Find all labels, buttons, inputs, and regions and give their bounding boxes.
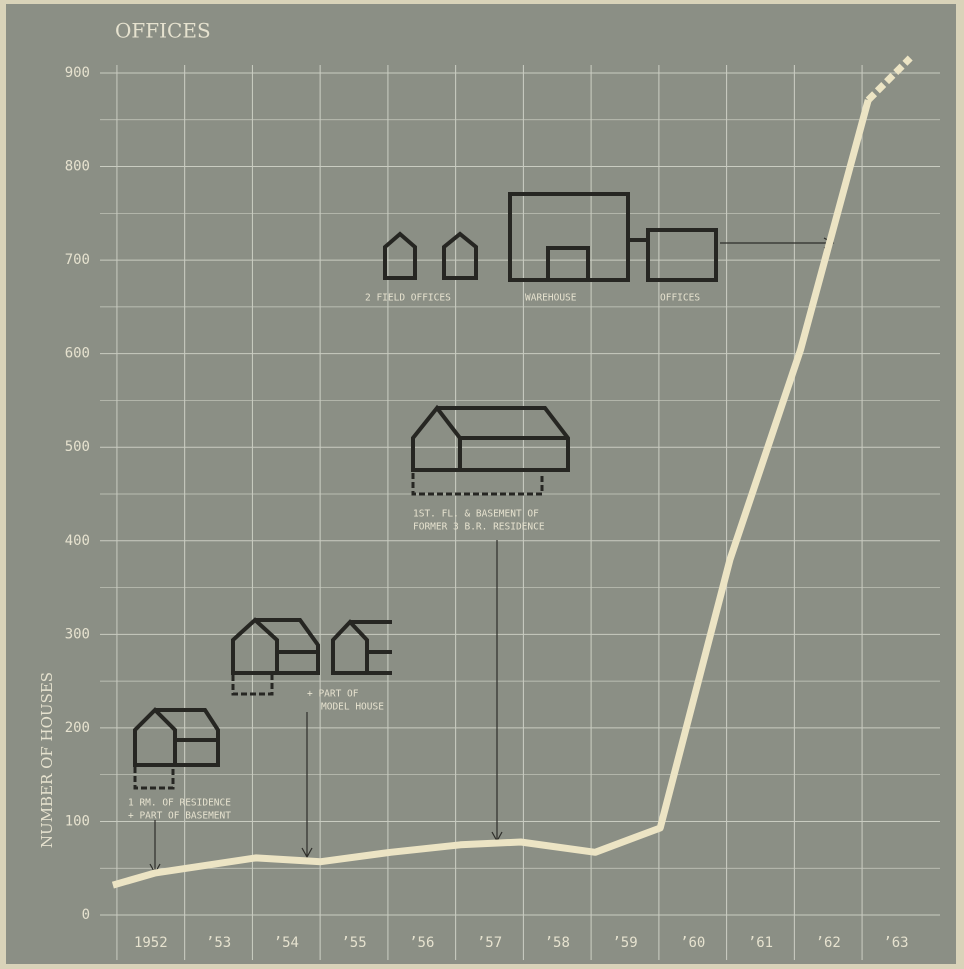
annotation: FORMER 3 B.R. RESIDENCE xyxy=(413,522,545,533)
arrow xyxy=(301,712,313,859)
office-icon xyxy=(646,228,718,282)
data-line xyxy=(865,55,913,103)
x-tick-label: ’57 xyxy=(477,935,502,951)
door-icon xyxy=(546,246,590,282)
x-tick-label: ’53 xyxy=(206,935,231,951)
y-tick-label: 800 xyxy=(65,159,90,175)
chart-background xyxy=(6,4,956,964)
annotation: 1ST. FL. & BASEMENT OF xyxy=(413,509,539,520)
x-tick-label: ’63 xyxy=(883,935,908,951)
x-tick-label: ’60 xyxy=(680,935,705,951)
x-tick-label: ’55 xyxy=(341,935,366,951)
annotation: OFFICES xyxy=(660,293,700,304)
house-icon xyxy=(231,617,320,675)
y-tick-label: 200 xyxy=(65,720,90,736)
y-tick-label: 600 xyxy=(65,346,90,362)
y-tick-label: 300 xyxy=(65,626,90,642)
y-axis-label: NUMBER OF HOUSES xyxy=(38,672,56,848)
basement-icon xyxy=(133,767,175,790)
x-tick-label: 1952 xyxy=(134,935,168,951)
x-tick-label: ’54 xyxy=(274,935,299,951)
house-icon xyxy=(411,404,570,472)
y-tick-label: 900 xyxy=(65,65,90,81)
chart-title: OFFICES xyxy=(115,19,211,43)
data-line xyxy=(111,99,872,889)
house-icon xyxy=(383,231,417,280)
grid xyxy=(100,65,940,960)
house-icon xyxy=(331,619,392,675)
house-icon xyxy=(442,231,478,280)
annotation: + PART OF BASEMENT xyxy=(128,811,231,822)
y-tick-label: 500 xyxy=(65,439,90,455)
annotation: WAREHOUSE xyxy=(525,293,577,304)
x-tick-label: ’61 xyxy=(748,935,773,951)
y-tick-label: 0 xyxy=(82,907,90,923)
house-icon xyxy=(133,707,220,767)
annotation: + PART OF xyxy=(307,689,359,700)
annotation: MODEL HOUSE xyxy=(321,702,384,713)
x-tick-label: ’58 xyxy=(545,935,570,951)
annotation: 2 FIELD OFFICES xyxy=(365,293,451,304)
annotation: 1 RM. OF RESIDENCE xyxy=(128,798,231,809)
y-tick-label: 700 xyxy=(65,252,90,268)
basement-icon xyxy=(231,675,274,696)
x-tick-label: ’56 xyxy=(409,935,434,951)
basement-icon xyxy=(411,473,544,496)
y-tick-label: 400 xyxy=(65,533,90,549)
x-tick-label: ’59 xyxy=(612,935,637,951)
y-tick-label: 100 xyxy=(65,813,90,829)
x-tick-label: ’62 xyxy=(816,935,841,951)
